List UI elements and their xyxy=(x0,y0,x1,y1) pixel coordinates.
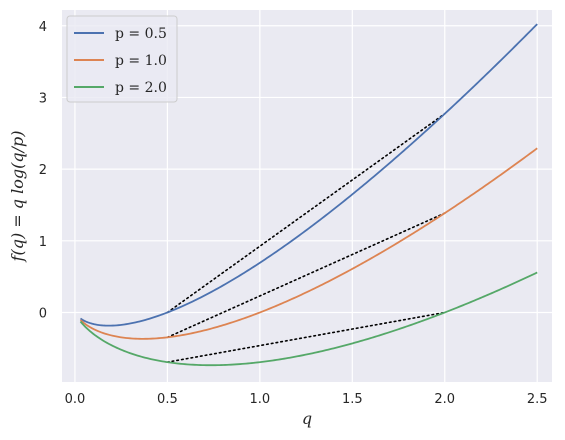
legend-label-2: p = 1.0 xyxy=(115,53,167,69)
y-tick-label: 3 xyxy=(39,91,47,106)
legend-box xyxy=(66,15,178,103)
x-tick-label: 1.0 xyxy=(250,392,271,407)
x-tick-label: 0.5 xyxy=(157,392,178,407)
legend: p = 0.5 p = 1.0 p = 2.0 xyxy=(66,15,178,103)
x-tick-label: 2.5 xyxy=(527,392,548,407)
legend-label-3: p = 2.0 xyxy=(115,80,167,96)
x-tick-label: 0.0 xyxy=(65,392,86,407)
secant-lines xyxy=(166,112,446,363)
series-lines xyxy=(79,23,538,367)
y-tick-labels: 0 1 2 3 4 xyxy=(39,20,47,322)
secant-line-3 xyxy=(166,311,446,363)
series-line-3 xyxy=(79,271,538,367)
x-tick-label: 2.0 xyxy=(434,392,455,407)
grid xyxy=(62,10,552,382)
series-line-2 xyxy=(79,147,538,340)
x-tick-labels: 0.0 0.5 1.0 1.5 2.0 2.5 xyxy=(65,392,548,407)
y-tick-label: 2 xyxy=(39,163,47,178)
legend-label-1: p = 0.5 xyxy=(115,26,167,42)
x-axis-label: q xyxy=(302,409,312,428)
y-tick-label: 4 xyxy=(39,20,47,35)
y-tick-label: 0 xyxy=(39,306,47,321)
y-tick-label: 1 xyxy=(39,235,47,250)
y-axis-label: f(q) = q log(q/p) xyxy=(8,131,27,263)
series-line-1 xyxy=(80,23,538,327)
secant-line-1 xyxy=(166,112,446,314)
x-tick-label: 1.5 xyxy=(342,392,363,407)
